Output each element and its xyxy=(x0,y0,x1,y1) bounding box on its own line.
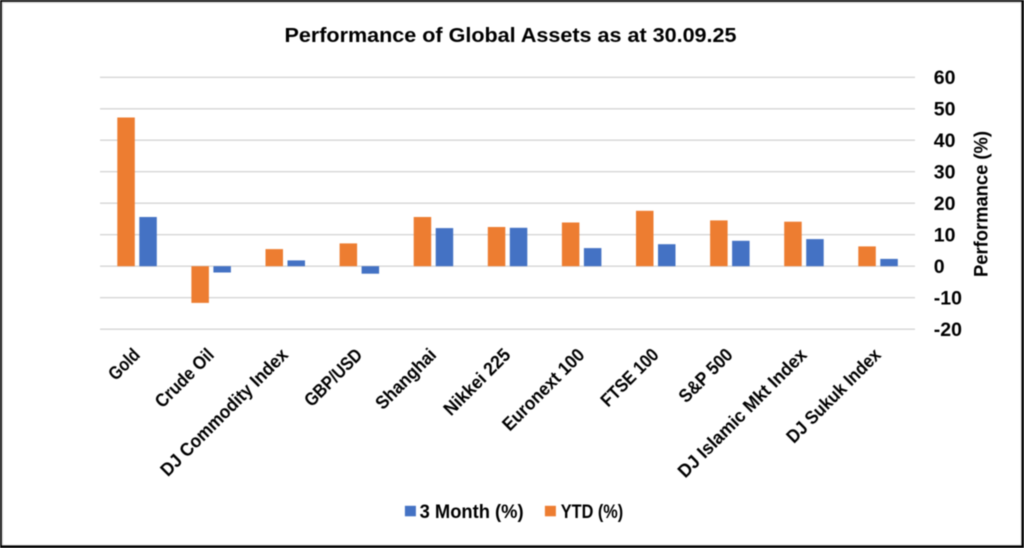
svg-text:30: 30 xyxy=(934,162,956,184)
svg-text:60: 60 xyxy=(934,67,956,89)
svg-text:-20: -20 xyxy=(934,319,962,341)
svg-text:Performance (%): Performance (%) xyxy=(972,131,993,277)
svg-text:40: 40 xyxy=(934,130,956,152)
svg-text:-10: -10 xyxy=(934,288,962,310)
svg-text:10: 10 xyxy=(934,225,956,247)
svg-text:50: 50 xyxy=(934,99,956,121)
svg-text:3 Month (%): 3 Month (%) xyxy=(420,502,524,523)
svg-text:0: 0 xyxy=(934,256,945,278)
svg-text:Performance of Global Assets a: Performance of Global Assets as at 30.09… xyxy=(285,24,737,47)
svg-text:YTD (%): YTD (%) xyxy=(561,502,623,523)
svg-text:20: 20 xyxy=(934,193,956,215)
